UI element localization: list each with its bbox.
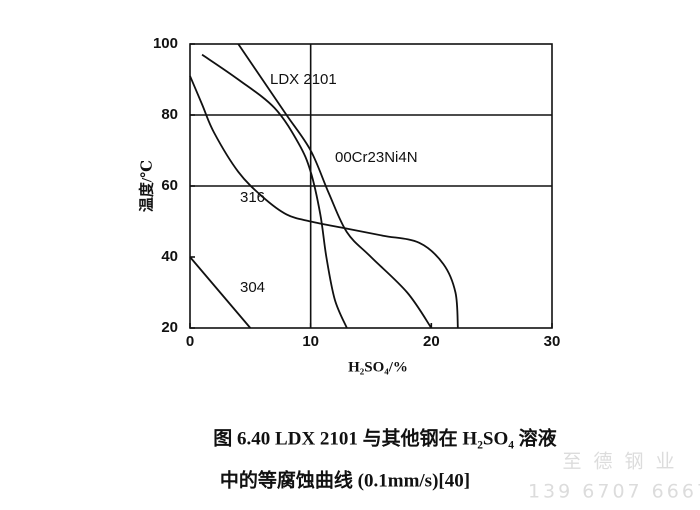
curve-label: 00Cr23Ni4N bbox=[335, 149, 418, 166]
y-tick-label: 80 bbox=[161, 106, 178, 123]
caption: 中的等腐蚀曲线 (0.1mm/s)[40] bbox=[220, 468, 470, 491]
y-axis-title: 温度/℃ bbox=[137, 160, 155, 212]
y-tick-label: 20 bbox=[161, 319, 178, 336]
curve-label: LDX 2101 bbox=[270, 71, 337, 88]
y-tick-label: 40 bbox=[161, 248, 178, 265]
watermark: 至 德 钢 业 bbox=[562, 451, 677, 473]
y-tick-label: 100 bbox=[153, 35, 178, 52]
x-tick-label: 0 bbox=[186, 333, 194, 350]
caption: 图 6.40 LDX 2101 与其他钢在 H₂SO₄ 溶液 bbox=[213, 426, 557, 449]
x-tick-label: 20 bbox=[423, 333, 440, 350]
x-axis-title: H₂SO₄/% bbox=[348, 359, 408, 375]
y-tick-label: 60 bbox=[161, 177, 178, 194]
curve bbox=[189, 256, 252, 329]
curve bbox=[189, 75, 459, 329]
curve-label: 304 bbox=[240, 279, 265, 296]
curve bbox=[201, 53, 348, 329]
curve bbox=[237, 43, 433, 329]
x-tick-label: 30 bbox=[544, 333, 561, 350]
x-tick-label: 10 bbox=[302, 333, 319, 350]
curve-label: 316 bbox=[240, 189, 265, 206]
watermark: 139 6707 6667 bbox=[528, 481, 700, 503]
